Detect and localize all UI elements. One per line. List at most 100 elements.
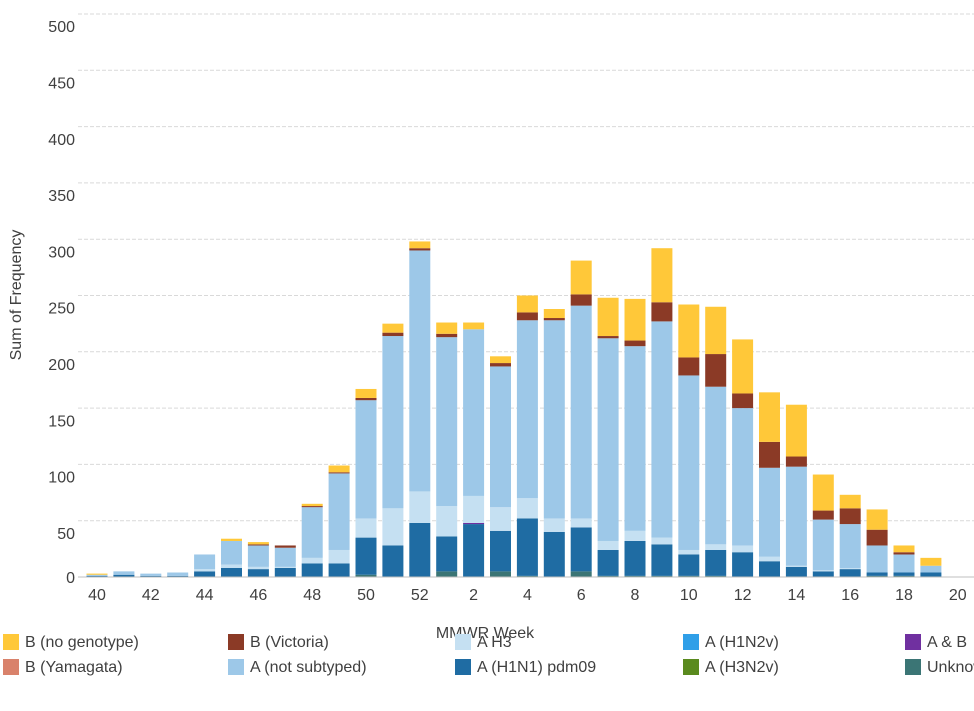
y-tick-label: 150 — [48, 413, 75, 430]
bar-segment — [463, 329, 485, 496]
bar-segment — [678, 554, 700, 576]
bar-segment — [382, 332, 404, 337]
bar-segment — [570, 260, 592, 295]
bar-segment — [812, 519, 834, 571]
bar-segment — [382, 545, 404, 577]
bar-segment — [382, 323, 404, 333]
bar-segment — [355, 574, 377, 577]
bar-segment — [436, 536, 458, 572]
legend-label: B (no genotype) — [25, 634, 139, 651]
bar-segment — [301, 563, 323, 577]
bar-segment — [624, 530, 646, 541]
bar-segment — [651, 248, 673, 303]
bar-segment — [785, 456, 807, 467]
bar-segment — [732, 339, 754, 394]
x-tick-label: 18 — [895, 587, 913, 604]
bar-segment — [866, 509, 888, 530]
bar-segment — [382, 508, 404, 546]
bar-segment — [893, 575, 915, 577]
bar-segment — [490, 507, 511, 531]
bar-segment — [516, 320, 538, 499]
legend-label: A H3 — [477, 634, 512, 651]
bar-segment — [839, 569, 861, 577]
bar-segment — [866, 545, 888, 573]
bar-segment — [866, 575, 888, 577]
bar-segment — [732, 552, 754, 577]
bar-segment — [274, 567, 296, 577]
bar-segment — [86, 573, 108, 575]
bar-segment — [328, 465, 350, 473]
bar-segment — [328, 549, 350, 564]
bar-segment — [409, 248, 431, 251]
bar-segment — [678, 575, 700, 577]
bar-segment — [759, 561, 780, 577]
legend-label: A (not subtyped) — [250, 659, 367, 676]
bar-segment — [113, 574, 135, 577]
bar-segment — [194, 554, 216, 570]
x-tick-label: 40 — [88, 587, 106, 604]
bar-segment — [355, 388, 377, 398]
bar-segment — [705, 306, 727, 355]
bar-segment — [274, 566, 296, 568]
bar-segment — [194, 569, 216, 572]
bar-segment — [759, 556, 780, 562]
bar-segment — [543, 309, 565, 319]
bar-segment — [436, 571, 458, 577]
bar-segment — [893, 552, 915, 555]
x-tick-label: 52 — [411, 587, 429, 604]
y-tick-label: 50 — [57, 526, 75, 543]
bar-segment — [651, 537, 673, 545]
bar-segment — [247, 545, 269, 567]
bar-segment — [839, 494, 861, 509]
bar-segment — [893, 572, 915, 576]
bar-segment — [516, 575, 538, 577]
legend-swatch — [3, 634, 19, 650]
bar-segment — [86, 574, 108, 576]
bar-segment — [436, 322, 458, 334]
bar-segment — [409, 522, 431, 577]
bar-segment — [409, 241, 431, 249]
bar-segment — [705, 386, 727, 545]
bar-segment — [490, 571, 511, 577]
bar-segment — [570, 527, 592, 572]
x-tick-label: 48 — [303, 587, 321, 604]
bar-segment — [570, 294, 592, 306]
bar-segment — [355, 518, 377, 538]
bar-segment — [301, 507, 323, 558]
bar-segment — [463, 322, 485, 330]
y-tick-label: 350 — [48, 188, 75, 205]
legend-label: B (Yamagata) — [25, 659, 123, 676]
bar-segment — [920, 572, 942, 577]
y-tick-label: 0 — [66, 570, 75, 587]
bar-segment — [86, 575, 108, 577]
x-tick-label: 16 — [841, 587, 859, 604]
bar-segment — [274, 545, 296, 548]
bar-segment — [490, 356, 511, 364]
bar-segment — [463, 495, 485, 523]
legend-label: A (H3N2v) — [705, 659, 779, 676]
x-tick-label: 14 — [788, 587, 806, 604]
bar-segment — [516, 312, 538, 321]
bar-segment — [543, 531, 565, 577]
x-tick-label: 46 — [250, 587, 268, 604]
bar-segment — [328, 473, 350, 550]
bar-segment — [759, 467, 780, 557]
bar-segment — [812, 571, 834, 577]
bar-segment — [732, 408, 754, 546]
bar-segment — [651, 575, 673, 577]
bar-segment — [597, 540, 619, 550]
bar-segment — [785, 566, 807, 577]
bar-segment — [785, 565, 807, 567]
x-tick-label: 2 — [469, 587, 478, 604]
bar-segment — [920, 557, 942, 566]
bar-segment — [597, 297, 619, 337]
bar-segment — [409, 250, 431, 492]
bar-segment — [893, 545, 915, 553]
bar-segment — [839, 567, 861, 570]
bar-segment — [570, 571, 592, 577]
bar-segment — [705, 354, 727, 387]
x-tick-label: 12 — [734, 587, 752, 604]
bar-segment — [732, 393, 754, 409]
legend-swatch — [905, 634, 921, 650]
